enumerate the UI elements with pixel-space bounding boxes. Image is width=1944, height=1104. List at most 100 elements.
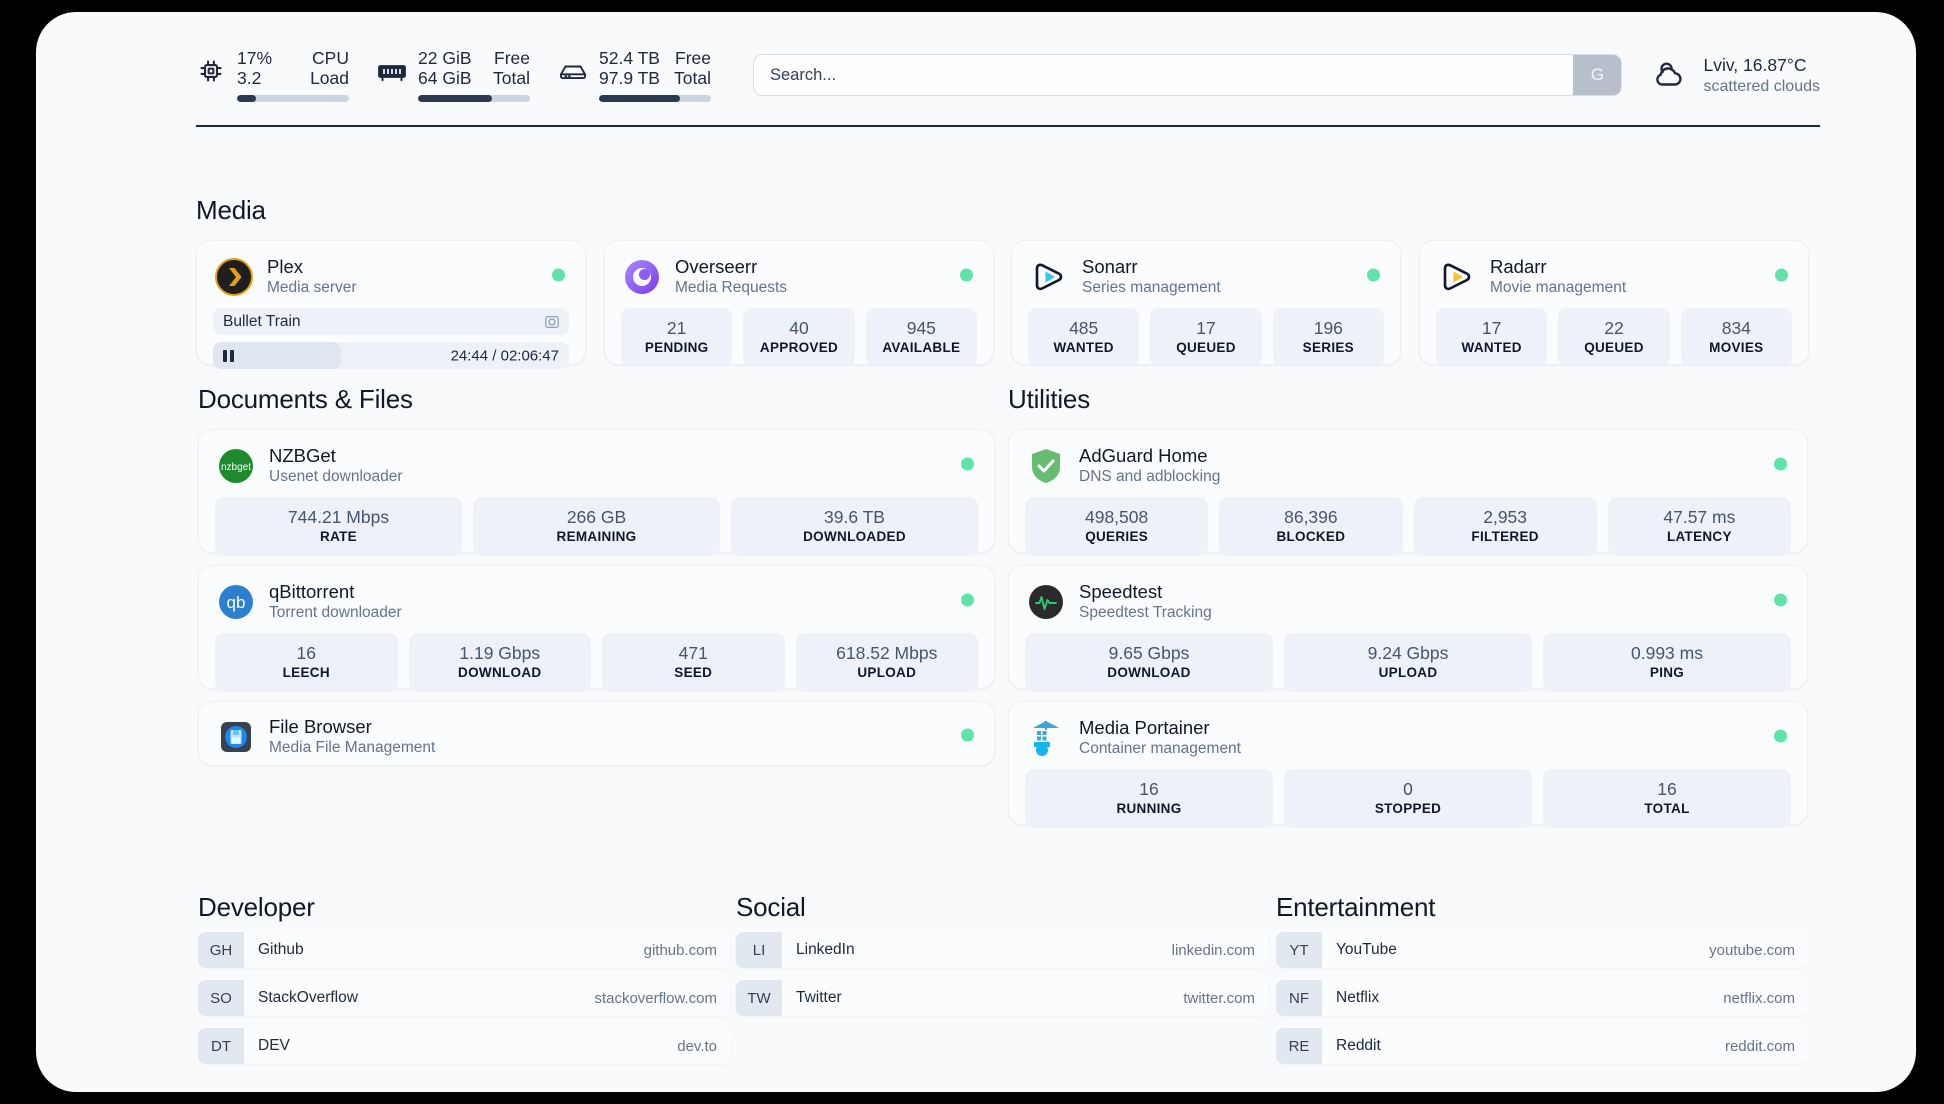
cloud-icon xyxy=(1648,59,1688,91)
stat-value: 2,953 xyxy=(1483,507,1528,527)
service-name: Overseerr xyxy=(675,256,758,277)
pause-icon[interactable] xyxy=(223,349,234,362)
status-badge xyxy=(1774,457,1787,470)
resource-widget-memory: 22 GiB 64 GiB Free Total xyxy=(377,48,530,102)
service-card-overseerr[interactable]: Overseerr Media Requests 21 PENDING 40 A… xyxy=(604,240,994,367)
service-subtitle: Speedtest Tracking xyxy=(1079,604,1212,621)
stat-value: 16 xyxy=(1657,779,1677,799)
stat-item: 9.24 Gbps UPLOAD xyxy=(1284,633,1532,692)
service-card-sonarr[interactable]: Sonarr Series management 485 WANTED 17 Q… xyxy=(1011,240,1401,367)
bookmark-group-title-social: Social xyxy=(736,892,806,922)
service-subtitle: Media Requests xyxy=(675,279,788,296)
bookmark-item[interactable]: DT DEV dev.to xyxy=(198,1028,731,1064)
stat-value: 945 xyxy=(906,318,936,338)
stat-value: 17 xyxy=(1481,318,1502,338)
cast-icon[interactable] xyxy=(544,314,560,330)
service-card-qbittorrent[interactable]: qb qBittorrent Torrent downloader 16 LEE… xyxy=(198,565,995,692)
bookmark-item[interactable]: GH Github github.com xyxy=(198,932,731,968)
stat-value: 16 xyxy=(296,643,316,663)
stat-value: 485 xyxy=(1069,318,1099,338)
cpu-usage-value: 17% xyxy=(237,48,273,68)
service-subtitle: Torrent downloader xyxy=(269,604,402,621)
bookmark-item[interactable]: YT YouTube youtube.com xyxy=(1276,932,1809,968)
bookmark-url: netflix.com xyxy=(1723,989,1795,1007)
search-box[interactable]: G xyxy=(753,54,1623,96)
bookmark-name: Github xyxy=(258,941,304,958)
disk-free-value: 52.4 TB xyxy=(599,48,660,68)
stat-value: 39.6 TB xyxy=(824,507,885,527)
bookmark-item[interactable]: SO StackOverflow stackoverflow.com xyxy=(198,980,731,1016)
stat-label: REMAINING xyxy=(556,529,637,544)
stat-label: WANTED xyxy=(1461,340,1522,355)
weather-widget: Lviv, 16.87°C scattered clouds xyxy=(1648,54,1820,97)
status-badge xyxy=(960,268,973,281)
card-header: Overseerr Media Requests xyxy=(605,241,993,308)
search-input[interactable] xyxy=(754,65,1574,85)
stat-item: 40 APPROVED xyxy=(743,308,855,367)
search-engine-button[interactable]: G xyxy=(1573,55,1622,95)
section-title-utilities: Utilities xyxy=(1008,384,1090,414)
stat-label: QUEUED xyxy=(1584,340,1644,355)
stat-value: 196 xyxy=(1313,318,1343,338)
plex-icon xyxy=(215,257,253,296)
stat-label: SERIES xyxy=(1302,340,1354,355)
header-bar: 17% 3.2 CPU Load xyxy=(196,36,1820,114)
card-header: Radarr Movie management xyxy=(1420,241,1808,308)
now-playing-progress[interactable]: 24:44 / 02:06:47 xyxy=(213,342,569,369)
stats-row: 9.65 Gbps DOWNLOAD 9.24 Gbps UPLOAD 0.99… xyxy=(1009,633,1807,708)
stat-value: 9.65 Gbps xyxy=(1108,643,1190,663)
speedtest-icon xyxy=(1027,583,1065,621)
service-card-radarr[interactable]: Radarr Movie management 17 WANTED 22 QUE… xyxy=(1419,240,1809,367)
bookmark-name: LinkedIn xyxy=(796,941,855,958)
bookmark-group-title-entertainment: Entertainment xyxy=(1276,892,1436,922)
stat-label: AVAILABLE xyxy=(882,340,961,355)
disk-label-top: Free xyxy=(675,48,711,68)
stats-row: 16 LEECH 1.19 Gbps DOWNLOAD 471 SEED 618… xyxy=(199,633,994,708)
stat-value: 498,508 xyxy=(1084,507,1149,527)
service-card-portainer[interactable]: Media Portainer Container management 16 … xyxy=(1008,701,1808,828)
stat-label: WANTED xyxy=(1053,340,1114,355)
service-subtitle: Media File Management xyxy=(269,739,436,756)
qbittorrent-icon: qb xyxy=(217,583,255,621)
disk-label-bottom: Total xyxy=(674,68,711,88)
card-header: Media Portainer Container management xyxy=(1009,702,1807,769)
stat-value: 266 GB xyxy=(566,507,627,527)
service-card-speedtest[interactable]: Speedtest Speedtest Tracking 9.65 Gbps D… xyxy=(1008,565,1808,692)
bookmark-name: StackOverflow xyxy=(258,989,358,1006)
bookmark-name: YouTube xyxy=(1336,941,1397,958)
adguard-shield-icon xyxy=(1027,447,1065,485)
stat-label: BLOCKED xyxy=(1276,529,1346,544)
bookmark-item[interactable]: NF Netflix netflix.com xyxy=(1276,980,1809,1016)
stat-value: 22 xyxy=(1604,318,1624,338)
service-card-nzbget[interactable]: nzbget NZBGet Usenet downloader 744.21 M… xyxy=(198,429,995,556)
disk-total-value: 97.9 TB xyxy=(599,68,660,88)
stat-value: 0 xyxy=(1403,779,1413,799)
stat-item: 744.21 Mbps RATE xyxy=(215,497,462,556)
stat-label: UPLOAD xyxy=(857,665,917,680)
bookmark-item[interactable]: LI LinkedIn linkedin.com xyxy=(736,932,1269,968)
stat-value: 21 xyxy=(666,318,687,338)
service-card-plex[interactable]: Plex Media server Bullet Train 24:44 / 0… xyxy=(196,240,586,369)
stat-label: DOWNLOAD xyxy=(458,665,542,680)
stats-row: 21 PENDING 40 APPROVED 945 AVAILABLE xyxy=(605,308,993,383)
stat-item: 196 SERIES xyxy=(1272,308,1384,367)
memory-free-value: 22 GiB xyxy=(418,48,472,68)
stat-item: 2,953 FILTERED xyxy=(1413,497,1597,556)
service-card-file-browser[interactable]: File Browser Media File Management xyxy=(198,701,995,766)
bookmark-url: github.com xyxy=(643,941,717,959)
sonarr-icon xyxy=(1030,258,1068,296)
stat-label: RATE xyxy=(320,529,357,544)
bookmark-item[interactable]: TW Twitter twitter.com xyxy=(736,980,1269,1016)
bookmark-item[interactable]: RE Reddit reddit.com xyxy=(1276,1028,1809,1064)
stat-item: 22 QUEUED xyxy=(1558,308,1670,367)
weather-location-temp: Lviv, 16.87°C xyxy=(1703,54,1807,75)
bookmark-name: Netflix xyxy=(1336,989,1380,1006)
stat-value: 47.57 ms xyxy=(1663,507,1736,527)
stat-item: 471 SEED xyxy=(602,633,785,692)
service-name: Sonarr xyxy=(1082,256,1138,277)
bookmark-url: linkedin.com xyxy=(1171,941,1255,959)
now-playing-title-row: Bullet Train xyxy=(213,308,569,335)
stat-item: 498,508 QUERIES xyxy=(1025,497,1209,556)
service-card-adguard[interactable]: AdGuard Home DNS and adblocking 498,508 … xyxy=(1008,429,1808,556)
card-header: qb qBittorrent Torrent downloader xyxy=(199,566,994,633)
